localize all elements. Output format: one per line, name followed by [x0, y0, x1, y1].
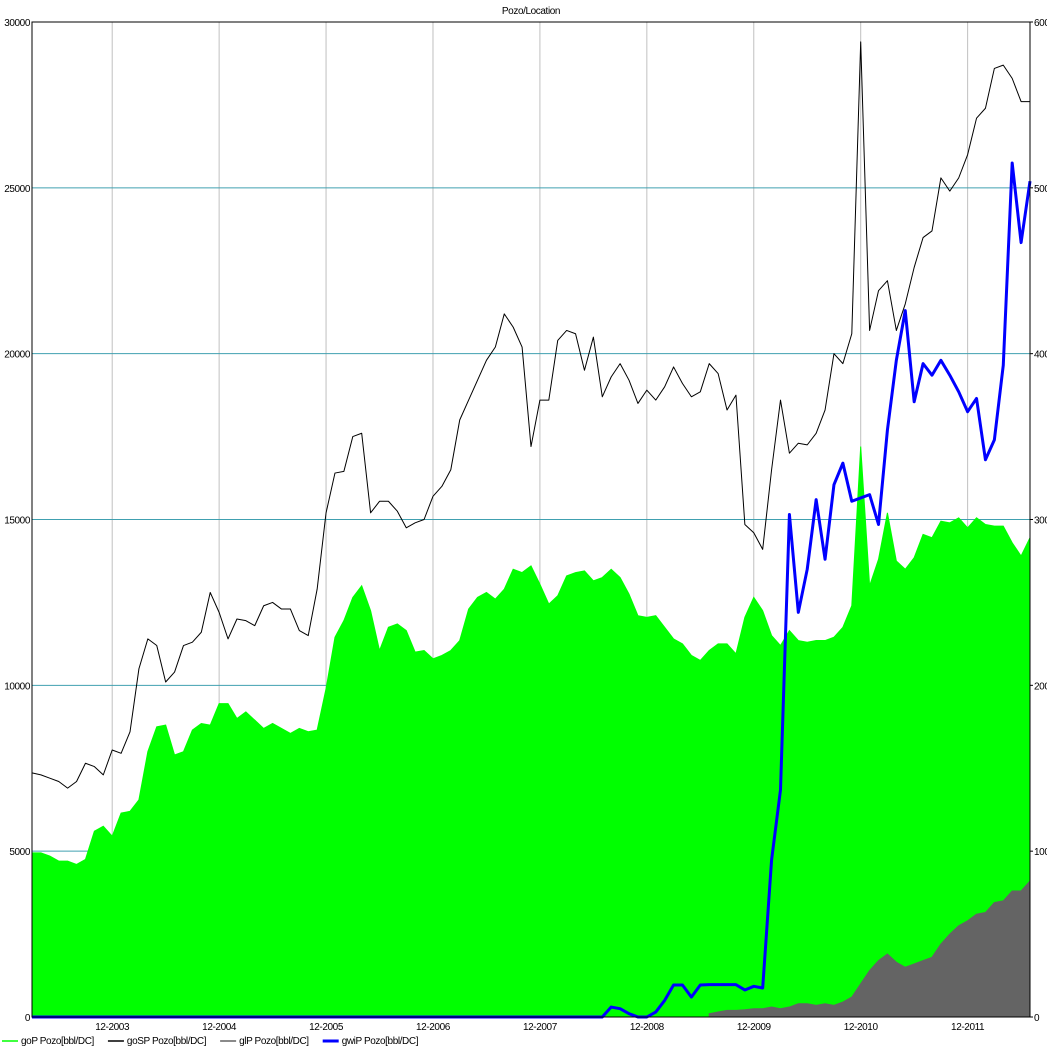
legend-label: goP Pozo[bbl/DC] [21, 1036, 95, 1047]
legend-label: goSP Pozo[bbl/DC] [127, 1036, 207, 1047]
y-tick-label: 0 [25, 1013, 31, 1024]
y2-tick-label: 6000 [1034, 18, 1047, 29]
y-tick-label: 10000 [4, 681, 31, 692]
x-tick-label: 12-2004 [202, 1022, 237, 1033]
y2-tick-label: 3000 [1034, 516, 1047, 527]
y2-tick-label: 2000 [1034, 681, 1047, 692]
y-tick-label: 25000 [4, 184, 31, 195]
x-tick-label: 12-2010 [844, 1022, 879, 1033]
y2-tick-label: 0 [1034, 1013, 1040, 1024]
x-tick-label: 12-2005 [309, 1022, 344, 1033]
x-tick-label: 12-2003 [95, 1022, 130, 1033]
y-tick-label: 20000 [4, 350, 31, 361]
y-tick-label: 5000 [9, 847, 30, 858]
legend-label: glP Pozo[bbl/DC] [239, 1036, 309, 1047]
x-tick-label: 12-2006 [416, 1022, 451, 1033]
area [31, 446, 1031, 1018]
x-tick-label: 12-2011 [951, 1022, 985, 1033]
line [31, 41, 1030, 789]
y2-tick-label: 5000 [1034, 184, 1047, 195]
area [708, 879, 1031, 1018]
y2-tick-label: 1000 [1034, 847, 1047, 858]
y-tick-label: 30000 [4, 18, 31, 29]
x-tick-label: 12-2007 [523, 1022, 558, 1033]
plot-frame [31, 21, 1031, 1018]
x-tick-label: 12-2009 [737, 1022, 772, 1033]
x-tick-label: 12-2008 [630, 1022, 665, 1033]
chart-title: Pozo/Location [502, 6, 560, 17]
legend-label: gwiP Pozo[bbl/DC] [342, 1036, 419, 1047]
y-tick-label: 15000 [4, 516, 31, 527]
y2-tick-label: 4000 [1034, 350, 1047, 361]
